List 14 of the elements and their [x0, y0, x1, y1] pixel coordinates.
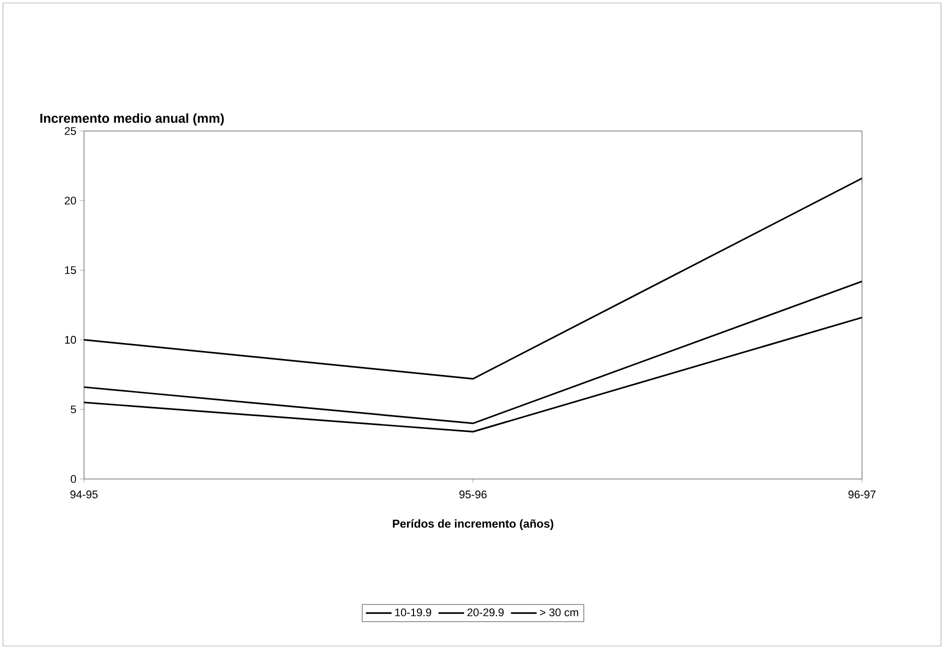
x-tick-label: 96-97 — [848, 490, 876, 498]
y-tick-label: 10 — [65, 336, 76, 344]
y-tick-label: 25 — [64, 127, 76, 135]
x-tick-label: 95-96 — [459, 490, 487, 498]
y-tick-label: 5 — [70, 406, 76, 414]
y-axis-title: Incremento medio anual (mm) — [40, 113, 224, 126]
legend-label: 20-29.9 — [467, 608, 504, 616]
x-tick-label: 94-95 — [70, 490, 98, 498]
y-tick-label: 20 — [64, 196, 76, 204]
legend-label: > 30 cm — [540, 608, 578, 616]
legend-label: 10-19.9 — [395, 608, 432, 616]
y-tick-label: 0 — [70, 475, 76, 483]
x-axis-title: Perídos de incremento (años) — [392, 519, 554, 530]
y-tick-label: 15 — [65, 266, 76, 274]
